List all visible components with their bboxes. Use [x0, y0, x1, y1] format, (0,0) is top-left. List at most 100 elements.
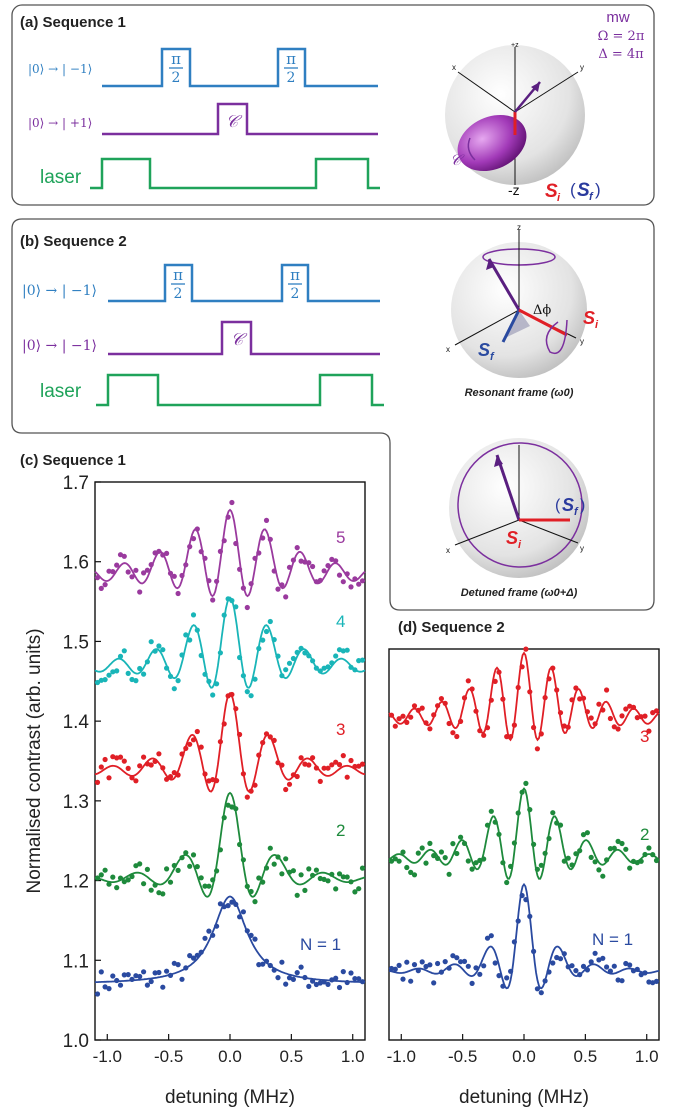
- panel-d-point: [400, 713, 406, 719]
- panel-d-point: [580, 695, 587, 701]
- panel-c-point: [356, 763, 362, 769]
- panel-c-point: [344, 979, 350, 986]
- panel-c-point: [286, 975, 293, 981]
- panel-c-point: [248, 788, 254, 794]
- panel-a-pi-1-top: π: [171, 50, 181, 68]
- panel-d-point: [565, 855, 571, 861]
- panel-c-point: [106, 881, 112, 887]
- panel-b-res-y: y: [580, 337, 584, 346]
- panel-c-point: [263, 628, 270, 635]
- panel-c-point: [294, 970, 300, 976]
- svg-text:f: f: [490, 351, 495, 363]
- panel-c-point: [110, 754, 116, 760]
- panel-c-point: [252, 899, 258, 905]
- panel-c-ytick-label: 1.3: [63, 792, 89, 813]
- panel-c-point: [214, 868, 220, 874]
- panel-c-point: [183, 632, 189, 638]
- panel-c-point: [263, 731, 270, 737]
- panel-c-point: [252, 555, 258, 561]
- panel-c-point: [321, 876, 327, 883]
- panel-a-pi-1-bottom: 2: [172, 70, 181, 86]
- panel-d-point: [615, 977, 621, 983]
- panel-d-point: [408, 978, 414, 984]
- panel-d-point: [400, 976, 406, 982]
- panel-c-point: [310, 872, 316, 879]
- panel-b-pi-2-top: π: [290, 266, 300, 284]
- panel-d-point: [534, 986, 541, 992]
- panel-b-title: (b) Sequence 2: [20, 233, 127, 250]
- panel-c-point: [152, 882, 158, 888]
- panel-c-point: [114, 668, 120, 674]
- panel-c-point: [290, 557, 296, 563]
- panel-a-row-1-label: |0⟩ → | −1⟩: [28, 62, 92, 76]
- panel-c-point: [344, 774, 350, 780]
- panel-d-point: [511, 722, 517, 728]
- panel-d-point: [588, 715, 594, 721]
- panel-c-point: [313, 665, 319, 671]
- panel-c-point: [283, 856, 289, 862]
- panel-c-ytick-label: 1.1: [63, 951, 89, 972]
- panel-d-point: [511, 840, 517, 846]
- panel-d-point: [492, 678, 498, 685]
- panel-d-point: [554, 687, 560, 693]
- panel-a-row-3-label: laser: [40, 167, 82, 188]
- panel-c-point: [198, 875, 204, 881]
- panel-c-point: [156, 890, 162, 896]
- panel-c-point: [183, 562, 189, 568]
- panel-d-point: [646, 728, 652, 734]
- panel-c-point: [225, 514, 231, 520]
- panel-c-point: [94, 575, 101, 581]
- panel-d-point: [415, 850, 421, 856]
- panel-c-point: [271, 568, 277, 574]
- panel-d-point: [557, 710, 564, 716]
- panel-c-point: [283, 594, 289, 600]
- panel-c-point: [102, 984, 108, 990]
- panel-d-point: [438, 696, 444, 702]
- panel-c-point: [137, 861, 143, 867]
- panel-c-point: [141, 969, 147, 975]
- panel-c-point: [210, 932, 216, 938]
- panel-c-point: [329, 556, 335, 563]
- panel-c-point: [198, 549, 204, 555]
- panel-d-point: [438, 849, 444, 855]
- panel-c-point: [237, 841, 243, 848]
- panel-d-point: [546, 676, 552, 682]
- panel-d-point: [538, 862, 544, 868]
- panel-c-point: [313, 867, 319, 873]
- panel-c-point: [286, 869, 293, 875]
- panel-c-point: [141, 570, 147, 576]
- panel-c-point: [310, 658, 316, 664]
- panel-c-point: [214, 578, 220, 584]
- panel-a-row-3-laser-line: [90, 157, 380, 190]
- panel-c-point: [275, 653, 281, 659]
- panel-c-point: [286, 660, 293, 666]
- panel-c-point: [344, 647, 350, 653]
- panel-c-point: [356, 976, 362, 982]
- panel-d-point: [458, 959, 464, 965]
- panel-c-label-5: 5: [336, 528, 345, 547]
- panel-d-point: [508, 863, 514, 870]
- panel-d-point: [561, 723, 567, 729]
- panel-c-point: [179, 751, 185, 757]
- panel-d-point: [446, 965, 452, 971]
- panel-c-point: [275, 854, 281, 860]
- panel-c-point: [294, 892, 300, 898]
- panel-d-point: [469, 980, 475, 987]
- panel-c-point: [194, 952, 200, 958]
- panel-c-point: [336, 572, 343, 578]
- panel-c-point: [244, 689, 250, 695]
- panel-c-point: [302, 887, 308, 894]
- panel-d-point: [484, 935, 491, 941]
- panel-c-point: [271, 637, 277, 643]
- panel-c-point: [271, 967, 277, 973]
- panel-d-point: [623, 960, 629, 967]
- panel-c-point: [340, 969, 346, 975]
- panel-c-point: [340, 874, 346, 880]
- panel-d-point: [511, 939, 517, 945]
- panel-c-point: [190, 852, 197, 858]
- panel-d-point: [623, 706, 629, 712]
- panel-c-point: [190, 536, 197, 542]
- panel-c-point: [152, 970, 158, 976]
- panel-a-mw-title: mw: [606, 9, 629, 26]
- panel-c-point: [271, 737, 277, 744]
